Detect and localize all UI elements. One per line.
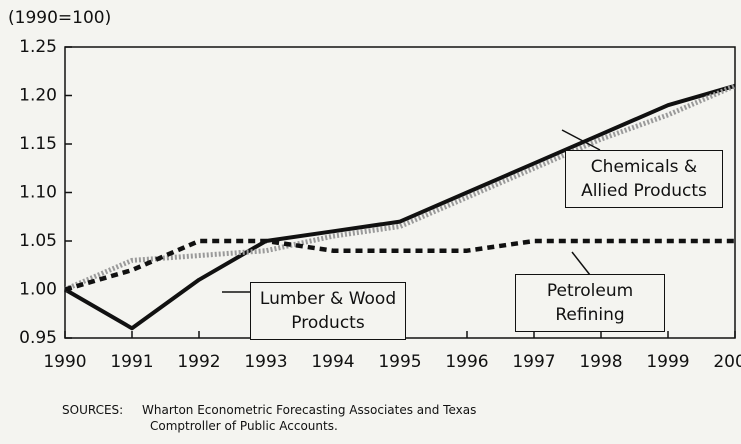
series-line <box>63 83 736 331</box>
x-tick-label: 1991 <box>110 352 153 372</box>
x-tick-label: 1995 <box>378 352 421 372</box>
series-line <box>64 83 736 292</box>
y-tick-label: 1.15 <box>19 134 57 154</box>
y-tick-label: 0.95 <box>19 328 57 348</box>
y-tick-label: 1.25 <box>19 37 57 57</box>
y-axis-label: (1990=100) <box>8 8 111 28</box>
x-tick-label: 1997 <box>512 352 555 372</box>
series-label: Lumber & Wood Products <box>250 282 406 340</box>
source-note: SOURCES: Wharton Econometric Forecasting… <box>62 402 522 434</box>
series-label: Chemicals & Allied Products <box>565 150 723 208</box>
x-tick-label: 1994 <box>311 352 354 372</box>
pointer <box>571 251 591 276</box>
x-tick-label: 1993 <box>244 352 287 372</box>
y-tick-label: 1.20 <box>19 86 57 106</box>
source-label: SOURCES: <box>62 403 124 417</box>
source-text: Wharton Econometric Forecasting Associat… <box>142 403 477 433</box>
series-label: Petroleum Refining <box>515 274 665 332</box>
y-tick-label: 1.10 <box>19 183 57 203</box>
x-tick-label: 1996 <box>445 352 488 372</box>
x-tick-label: 1990 <box>43 352 86 372</box>
x-tick-label: 1998 <box>579 352 622 372</box>
pointer <box>561 129 601 151</box>
series-line <box>64 238 735 292</box>
y-tick-label: 1.05 <box>19 231 57 251</box>
x-tick-label: 1999 <box>646 352 689 372</box>
x-tick-label: 1992 <box>177 352 220 372</box>
y-tick-label: 1.00 <box>19 280 57 300</box>
x-tick-label: 2000 <box>713 352 741 372</box>
